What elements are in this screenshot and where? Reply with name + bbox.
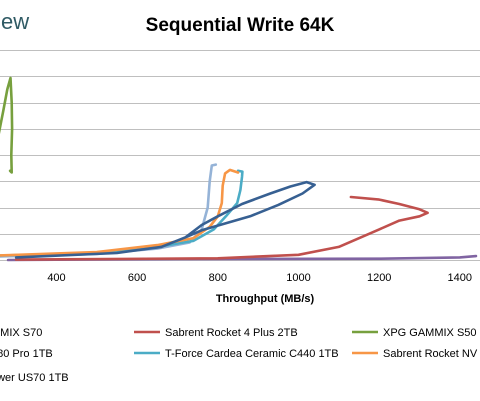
x-tick-label-2: 800 xyxy=(209,272,227,284)
series-line-2 xyxy=(0,76,14,174)
x-axis-ticks: 400 600 800 1000 1200 1400 xyxy=(47,272,472,284)
gridlines xyxy=(0,50,480,261)
legend-label-3: 980 Pro 1TB xyxy=(0,348,53,360)
brand-logo-text: ew xyxy=(1,9,29,34)
plot-series xyxy=(0,76,478,262)
x-tick-label-5: 1400 xyxy=(448,272,472,284)
legend-entry-3: 980 Pro 1TB xyxy=(0,348,53,360)
x-tick-label-1: 600 xyxy=(128,272,146,284)
x-tick-label-4: 1200 xyxy=(367,272,391,284)
chart-title: Sequential Write 64K xyxy=(146,15,335,36)
legend-label-1: Sabrent Rocket 4 Plus 2TB xyxy=(165,327,298,339)
legend-label-4: T-Force Cardea Ceramic C440 1TB xyxy=(165,348,339,360)
legend-entry-4: T-Force Cardea Ceramic C440 1TB xyxy=(134,348,339,360)
x-tick-label-3: 1000 xyxy=(286,272,310,284)
legend-entry-6: ower US70 1TB xyxy=(0,372,69,384)
legend-entry-5: Sabrent Rocket NV xyxy=(352,348,478,360)
x-tick-label-0: 400 xyxy=(47,272,65,284)
legend-label-5: Sabrent Rocket NV xyxy=(383,348,478,360)
legend-entry-1: Sabrent Rocket 4 Plus 2TB xyxy=(134,327,298,339)
legend-entry-2: XPG GAMMIX S50 xyxy=(352,327,477,339)
legend-entry-0: MMIX S70 xyxy=(0,327,42,339)
series-line-1 xyxy=(14,195,429,261)
legend-label-6: ower US70 1TB xyxy=(0,372,69,384)
legend-label-2: XPG GAMMIX S50 xyxy=(383,327,477,339)
series-line-6 xyxy=(14,180,316,259)
legend-label-0: MMIX S70 xyxy=(0,327,42,339)
x-axis-label: Throughput (MB/s) xyxy=(216,293,315,305)
legend: MMIX S70 Sabrent Rocket 4 Plus 2TB XPG GAM… xyxy=(0,327,478,384)
series-line-5 xyxy=(0,168,240,257)
